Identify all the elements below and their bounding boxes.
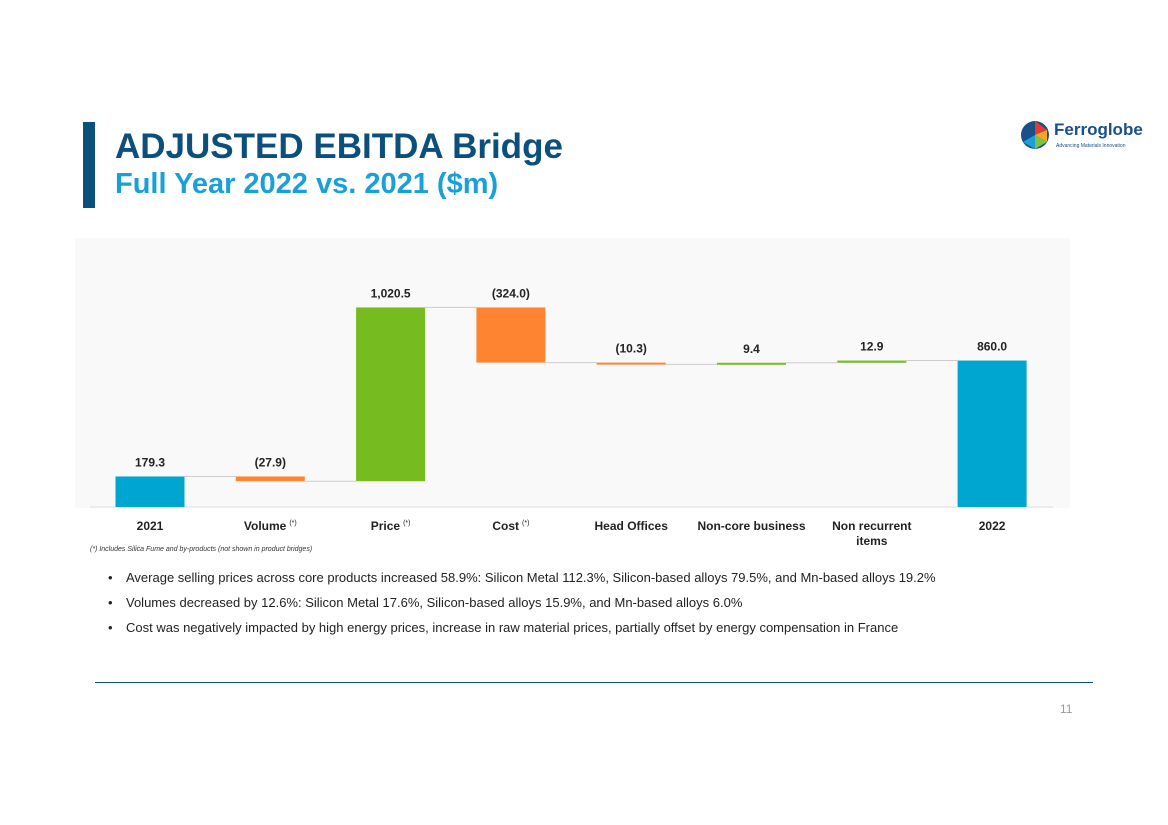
- data-label: 179.3: [135, 455, 165, 469]
- title-accent-bar: [83, 122, 95, 208]
- data-label: 860.0: [977, 340, 1007, 354]
- data-label: (10.3): [616, 342, 647, 356]
- globe-logo-icon: [1021, 121, 1049, 149]
- bar-non-recurrent-items: [837, 360, 907, 363]
- bullet-item: Average selling prices across core produ…: [108, 570, 936, 585]
- chart-footnote: (*) Includes Silica Fume and by-products…: [90, 546, 313, 553]
- data-label: 1,020.5: [371, 286, 411, 300]
- bullet-list: Average selling prices across core produ…: [108, 570, 936, 645]
- category-label: Cost (*): [492, 519, 529, 533]
- bar-head-offices: [596, 362, 666, 365]
- data-label: (324.0): [492, 286, 530, 300]
- bar-2022: [957, 360, 1027, 507]
- category-label: Head Offices: [595, 519, 669, 533]
- category-label: items: [856, 534, 888, 548]
- page-number: 11: [1060, 702, 1073, 716]
- logo-tagline: Advancing Materials Innovation: [1056, 143, 1126, 149]
- category-label: 2022: [979, 519, 1006, 533]
- bar-volume: [235, 476, 305, 482]
- ebitda-waterfall-chart: 179.3 2021 (27.9) Volume (*) 1,020.5 Price (*) (…: [75, 238, 1070, 548]
- bar-price: [356, 307, 426, 482]
- page-title: ADJUSTED EBITDA Bridge: [115, 127, 563, 166]
- chart-background: [75, 238, 1070, 508]
- data-label: (27.9): [255, 455, 286, 469]
- footer-divider: [95, 682, 1093, 683]
- category-label: 2021: [137, 519, 164, 533]
- category-label: Volume (*): [244, 519, 297, 533]
- bar-2021: [115, 476, 185, 507]
- category-label: Price (*): [371, 519, 411, 533]
- bar-non-core-business: [717, 362, 786, 365]
- category-label: Non recurrent: [832, 519, 911, 533]
- bullet-item: Cost was negatively impacted by high ene…: [108, 620, 936, 635]
- page-subtitle: Full Year 2022 vs. 2021 ($m): [115, 168, 499, 200]
- bullet-item: Volumes decreased by 12.6%: Silicon Meta…: [108, 595, 936, 610]
- bar-cost: [476, 307, 546, 363]
- data-label: 9.4: [743, 342, 760, 356]
- category-label: Non-core business: [697, 519, 805, 533]
- data-label: 12.9: [860, 340, 884, 354]
- company-logo: Ferroglobe Advancing Materials Innovatio…: [1020, 120, 1143, 154]
- logo-name: Ferroglobe: [1054, 120, 1143, 139]
